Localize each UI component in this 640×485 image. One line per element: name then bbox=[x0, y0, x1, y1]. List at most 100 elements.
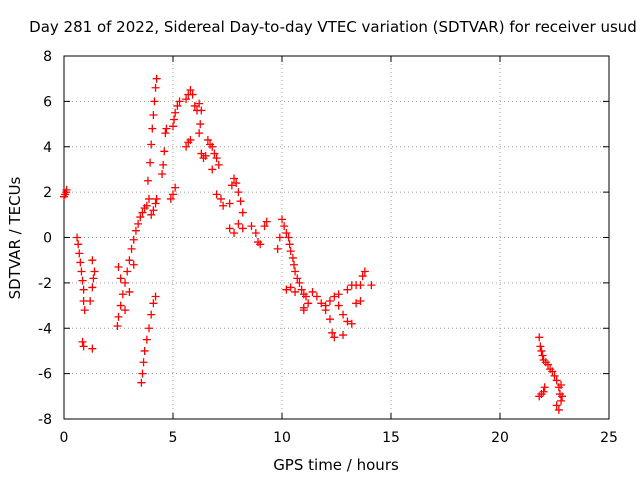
data-point bbox=[282, 228, 291, 237]
data-point bbox=[138, 208, 147, 217]
data-point bbox=[301, 292, 310, 301]
data-point bbox=[286, 283, 295, 292]
data-point bbox=[137, 378, 146, 387]
data-point bbox=[289, 260, 298, 269]
data-point bbox=[188, 90, 197, 99]
data-point bbox=[159, 160, 168, 169]
data-point bbox=[75, 249, 84, 258]
data-point bbox=[150, 97, 159, 106]
data-point bbox=[123, 267, 132, 276]
y-tick-label: -6 bbox=[38, 367, 52, 383]
data-point bbox=[360, 267, 369, 276]
data-point bbox=[90, 267, 99, 276]
data-point bbox=[293, 274, 302, 283]
data-point bbox=[114, 312, 123, 321]
data-point bbox=[173, 101, 182, 110]
data-point bbox=[147, 140, 156, 149]
data-point bbox=[247, 222, 256, 231]
data-point bbox=[334, 290, 343, 299]
data-point bbox=[118, 290, 127, 299]
data-point bbox=[147, 210, 156, 219]
data-point bbox=[295, 278, 304, 287]
data-point bbox=[212, 154, 221, 163]
data-point bbox=[299, 306, 308, 315]
data-point bbox=[161, 129, 170, 138]
data-point bbox=[197, 106, 206, 115]
data-point bbox=[219, 201, 228, 210]
data-point bbox=[262, 217, 271, 226]
data-point bbox=[158, 169, 167, 178]
data-point bbox=[88, 256, 97, 265]
data-point bbox=[147, 310, 156, 319]
data-point bbox=[195, 99, 204, 108]
data-point bbox=[182, 142, 191, 151]
data-point bbox=[343, 317, 352, 326]
data-point bbox=[339, 310, 348, 319]
data-point bbox=[139, 358, 148, 367]
data-point bbox=[166, 194, 175, 203]
data-point bbox=[280, 222, 289, 231]
data-point bbox=[285, 240, 294, 249]
data-point bbox=[286, 247, 295, 256]
data-point bbox=[325, 297, 334, 306]
data-point bbox=[343, 285, 352, 294]
data-point bbox=[538, 351, 547, 360]
data-point bbox=[291, 287, 300, 296]
data-point bbox=[80, 306, 89, 315]
data-point bbox=[548, 367, 557, 376]
data-point bbox=[234, 188, 243, 197]
data-point bbox=[234, 219, 243, 228]
data-point bbox=[282, 285, 291, 294]
y-tick-label: 2 bbox=[43, 185, 52, 201]
data-point bbox=[216, 194, 225, 203]
data-point bbox=[121, 278, 130, 287]
data-point bbox=[537, 346, 546, 355]
data-point bbox=[540, 383, 549, 392]
data-point bbox=[114, 262, 123, 271]
y-tick-label: -2 bbox=[38, 276, 52, 292]
data-point bbox=[171, 183, 180, 192]
data-point bbox=[79, 285, 88, 294]
data-point bbox=[182, 95, 191, 104]
data-point bbox=[76, 258, 85, 267]
axis-ticks: 0 5 10 15 20 25 -8 -6 -4 -2 0 2 4 6 8 bbox=[38, 49, 618, 446]
y-tick-label: 8 bbox=[43, 49, 52, 65]
data-point bbox=[125, 256, 134, 265]
data-point bbox=[256, 240, 265, 249]
data-point bbox=[536, 342, 545, 351]
data-point bbox=[62, 185, 71, 194]
data-point bbox=[230, 174, 239, 183]
data-point bbox=[539, 387, 548, 396]
data-point bbox=[284, 233, 293, 242]
data-point bbox=[225, 199, 234, 208]
data-point bbox=[260, 222, 269, 231]
data-point bbox=[169, 190, 177, 199]
data-point bbox=[138, 369, 147, 378]
data-point bbox=[151, 292, 160, 301]
data-point bbox=[116, 274, 125, 283]
data-point bbox=[148, 124, 157, 133]
data-point bbox=[317, 299, 326, 308]
data-point bbox=[151, 83, 160, 92]
data-point bbox=[140, 346, 149, 355]
data-point bbox=[367, 281, 376, 290]
data-point bbox=[175, 97, 184, 106]
data-point bbox=[203, 135, 212, 144]
data-point bbox=[197, 149, 206, 158]
grid bbox=[64, 56, 609, 419]
data-point bbox=[212, 190, 221, 199]
chart-title: Day 281 of 2022, Sidereal Day-to-day VTE… bbox=[29, 18, 637, 36]
data-point bbox=[227, 181, 236, 190]
data-point bbox=[160, 147, 169, 156]
data-point bbox=[238, 208, 247, 217]
data-point bbox=[236, 197, 245, 206]
data-point bbox=[278, 215, 286, 224]
data-point bbox=[125, 287, 134, 296]
data-point bbox=[275, 233, 284, 242]
data-point bbox=[557, 380, 566, 389]
data-point bbox=[116, 301, 125, 310]
data-point bbox=[288, 253, 297, 262]
data-point bbox=[251, 228, 260, 237]
data-point bbox=[162, 124, 171, 133]
